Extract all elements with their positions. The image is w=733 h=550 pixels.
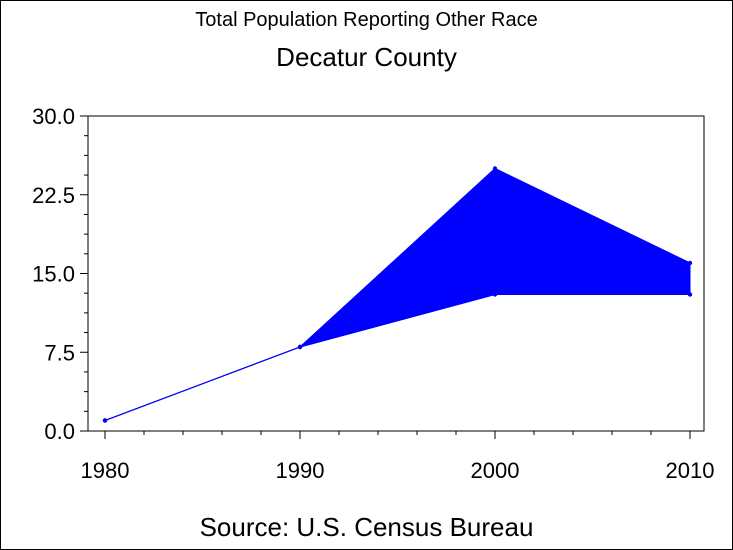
data-point [102, 418, 108, 423]
chart-title: Total Population Reporting Other Race [195, 9, 538, 31]
chart-source-note: Source: U.S. Census Bureau [199, 512, 534, 542]
data-point [492, 292, 498, 297]
data-point [492, 166, 498, 171]
data-point [297, 344, 303, 350]
x-tick-label: 1980 [81, 458, 130, 483]
y-tick-label: 30.0 [32, 104, 75, 129]
y-tick-label: 15.0 [32, 262, 75, 287]
y-tick-label: 22.5 [32, 183, 75, 208]
y-tick-label: 0.0 [44, 419, 75, 444]
x-tick-label: 2000 [471, 458, 520, 483]
x-tick-label: 1990 [276, 458, 325, 483]
chart-subtitle: Decatur County [276, 42, 457, 72]
data-point [687, 292, 693, 297]
y-tick-label: 7.5 [44, 340, 75, 365]
x-tick-label: 2010 [666, 458, 715, 483]
data-point [687, 260, 693, 266]
series-line-2 [104, 294, 690, 421]
